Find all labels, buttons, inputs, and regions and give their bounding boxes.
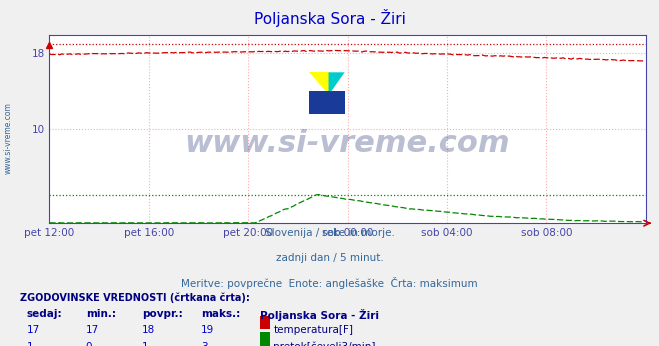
Text: temperatura[F]: temperatura[F] [273,325,353,335]
Text: Slovenija / reke in morje.: Slovenija / reke in morje. [264,228,395,238]
Text: www.si-vreme.com: www.si-vreme.com [185,129,511,158]
Text: povpr.:: povpr.: [142,309,183,319]
Polygon shape [309,91,345,114]
Text: 19: 19 [201,325,214,335]
Text: min.:: min.: [86,309,116,319]
Text: pretok[čevelj3/min]: pretok[čevelj3/min] [273,342,376,346]
Text: zadnji dan / 5 minut.: zadnji dan / 5 minut. [275,253,384,263]
Text: www.si-vreme.com: www.si-vreme.com [3,102,13,174]
Text: 3: 3 [201,342,208,346]
Text: 1: 1 [142,342,148,346]
Text: 17: 17 [86,325,99,335]
Text: 0: 0 [86,342,92,346]
Polygon shape [329,72,345,95]
Text: 17: 17 [26,325,40,335]
Text: sedaj:: sedaj: [26,309,62,319]
Text: Poljanska Sora - Žiri: Poljanska Sora - Žiri [260,309,380,321]
Text: ZGODOVINSKE VREDNOSTI (črtkana črta):: ZGODOVINSKE VREDNOSTI (črtkana črta): [20,292,250,303]
Polygon shape [309,72,329,95]
Text: Poljanska Sora - Žiri: Poljanska Sora - Žiri [254,9,405,27]
Text: 1: 1 [26,342,33,346]
Text: Meritve: povprečne  Enote: anglešaške  Črta: maksimum: Meritve: povprečne Enote: anglešaške Črt… [181,277,478,289]
Text: maks.:: maks.: [201,309,241,319]
Text: 18: 18 [142,325,155,335]
